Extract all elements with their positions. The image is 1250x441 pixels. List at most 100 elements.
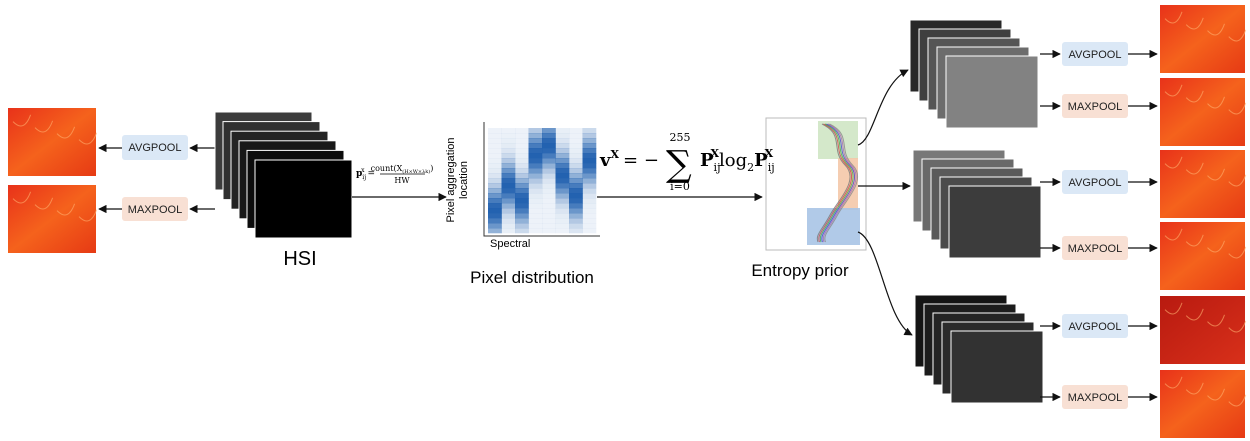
maxpool-label: MAXPOOL — [1068, 243, 1122, 255]
heat-cell — [542, 173, 556, 179]
branch-labels: AVGPOOL MAXPOOL AVGPOOL MAXPOOL AVGPOOL MAXPO… — [1062, 42, 1128, 409]
heat-cell — [555, 143, 570, 149]
heat-cell — [515, 198, 529, 204]
texture — [1185, 162, 1204, 175]
layout — [8, 5, 1247, 438]
heat-cell — [515, 163, 529, 169]
maxpool-label: MAXPOOL — [1068, 101, 1122, 113]
heat-cell — [582, 153, 597, 159]
heat-cell — [582, 128, 597, 134]
heat-cell — [528, 168, 543, 174]
heat-cell — [515, 228, 529, 234]
heat-cell — [501, 148, 516, 154]
heat-cell — [555, 208, 570, 214]
heat-cell — [528, 193, 543, 199]
entropy-prior-label: Entropy prior — [751, 261, 849, 280]
heat-cell — [555, 218, 570, 224]
heat-cell — [569, 153, 583, 159]
heat-cell — [528, 183, 543, 189]
heat-cell — [542, 213, 556, 219]
heat-cell — [555, 228, 570, 234]
count-formula-numerator: count(X(H×W×λk)) — [371, 164, 434, 175]
heat-cell — [582, 178, 597, 184]
band-image — [950, 330, 1044, 404]
texture — [1185, 17, 1204, 30]
heat-cell — [488, 173, 502, 179]
arrow — [857, 231, 913, 336]
x-axis-label: Spectral — [490, 238, 530, 250]
texture — [1164, 302, 1183, 315]
heat-cell — [515, 153, 529, 159]
heat-cell — [488, 138, 502, 144]
heat-cell — [542, 163, 556, 169]
heat-cell — [555, 163, 570, 169]
heat-cell — [569, 158, 583, 164]
output-image — [1160, 78, 1245, 146]
heat-cell — [501, 143, 516, 149]
heat-cell — [582, 203, 597, 209]
output-image — [8, 185, 96, 253]
entropy-formula-lhs: vX = − — [599, 148, 659, 171]
heat-cell — [569, 148, 583, 154]
heat-cell — [569, 228, 583, 234]
heat-cell — [542, 153, 556, 159]
avgpool-box — [1062, 314, 1128, 338]
texture — [12, 191, 32, 204]
heat-cell — [582, 188, 597, 194]
prior-curve — [816, 123, 851, 243]
heat-cell — [515, 193, 529, 199]
heat-cell — [542, 133, 556, 139]
heat-cell — [555, 128, 570, 134]
heat-cell — [582, 183, 597, 189]
heat-cell — [569, 218, 583, 224]
heat-cell — [582, 163, 597, 169]
texture — [78, 209, 98, 222]
texture — [78, 132, 98, 145]
heat-cell — [501, 198, 516, 204]
band-image — [254, 159, 353, 239]
heat-cell — [488, 128, 502, 134]
avgpool-box — [122, 135, 188, 160]
texture — [1164, 156, 1183, 169]
texture — [1228, 174, 1247, 187]
heat-cell — [582, 193, 597, 199]
maxpool-box — [1062, 236, 1128, 260]
heat-cell — [488, 148, 502, 154]
texture — [1207, 240, 1225, 253]
prior-curve — [822, 123, 857, 243]
heat-cell — [488, 188, 502, 194]
heat-cell — [515, 128, 529, 134]
heat-cell — [515, 223, 529, 229]
avgpool-box — [1062, 170, 1128, 194]
heat-cell — [528, 178, 543, 184]
heat-cell — [501, 218, 516, 224]
heat-cell — [569, 133, 583, 139]
avgpool-label: AVGPOOL — [1069, 177, 1122, 189]
output-image — [1160, 370, 1245, 438]
heat-cell — [555, 178, 570, 184]
heat-cell — [542, 193, 556, 199]
heat-cell — [555, 158, 570, 164]
heat-cell — [569, 208, 583, 214]
output-image — [1160, 150, 1245, 218]
heat-cell — [582, 138, 597, 144]
texture — [1164, 84, 1183, 97]
heat-cell — [488, 218, 502, 224]
heat-cell — [515, 148, 529, 154]
heat-cell — [528, 143, 543, 149]
heat-cell — [582, 158, 597, 164]
sum-symbol: ∑ — [666, 144, 692, 185]
heat-cell — [501, 153, 516, 159]
texture — [34, 120, 54, 133]
heat-cell — [528, 128, 543, 134]
heat-cell — [542, 168, 556, 174]
heat-cell — [488, 213, 502, 219]
heat-cell — [488, 143, 502, 149]
heat-cell — [488, 223, 502, 229]
maxpool-box — [1062, 94, 1128, 118]
heat-cell — [488, 193, 502, 199]
heat-cell — [515, 213, 529, 219]
texture — [1164, 376, 1183, 389]
heat-cell — [501, 133, 516, 139]
